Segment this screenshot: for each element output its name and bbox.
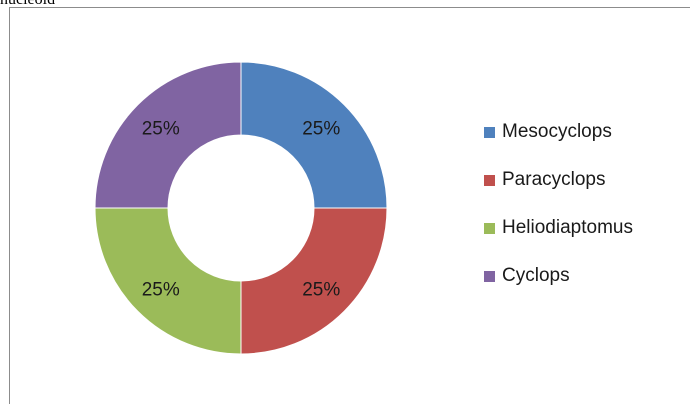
donut-slice-heliodiaptomus — [94, 207, 242, 355]
legend-swatch — [484, 222, 495, 234]
top-caption-text: nucleoid — [0, 0, 55, 8]
legend-swatch — [484, 174, 495, 186]
legend-item-cyclops: Cyclops — [484, 262, 633, 290]
chart-frame — [9, 7, 690, 404]
chart-legend: Mesocyclops Paracyclops Heliodiaptomus Cycl… — [484, 118, 633, 290]
legend-item-mesocyclops: Mesocyclops — [484, 118, 633, 146]
legend-label: Paracyclops — [502, 169, 606, 190]
legend-label: Heliodiaptomus — [502, 217, 633, 238]
donut-slice-paracyclops — [240, 207, 388, 355]
data-label-paracyclops: 25% — [302, 279, 340, 300]
legend-item-heliodiaptomus: Heliodiaptomus — [484, 214, 633, 242]
donut-slice-mesocyclops — [240, 61, 388, 209]
legend-label: Cyclops — [502, 265, 570, 286]
data-label-heliodiaptomus: 25% — [142, 279, 180, 300]
data-label-cyclops: 25% — [142, 119, 180, 140]
legend-label: Mesocyclops — [502, 121, 612, 142]
data-label-mesocyclops: 25% — [302, 119, 340, 140]
legend-swatch — [484, 270, 495, 282]
legend-item-paracyclops: Paracyclops — [484, 166, 633, 194]
donut-slice-cyclops — [94, 61, 242, 209]
legend-swatch — [484, 126, 495, 138]
